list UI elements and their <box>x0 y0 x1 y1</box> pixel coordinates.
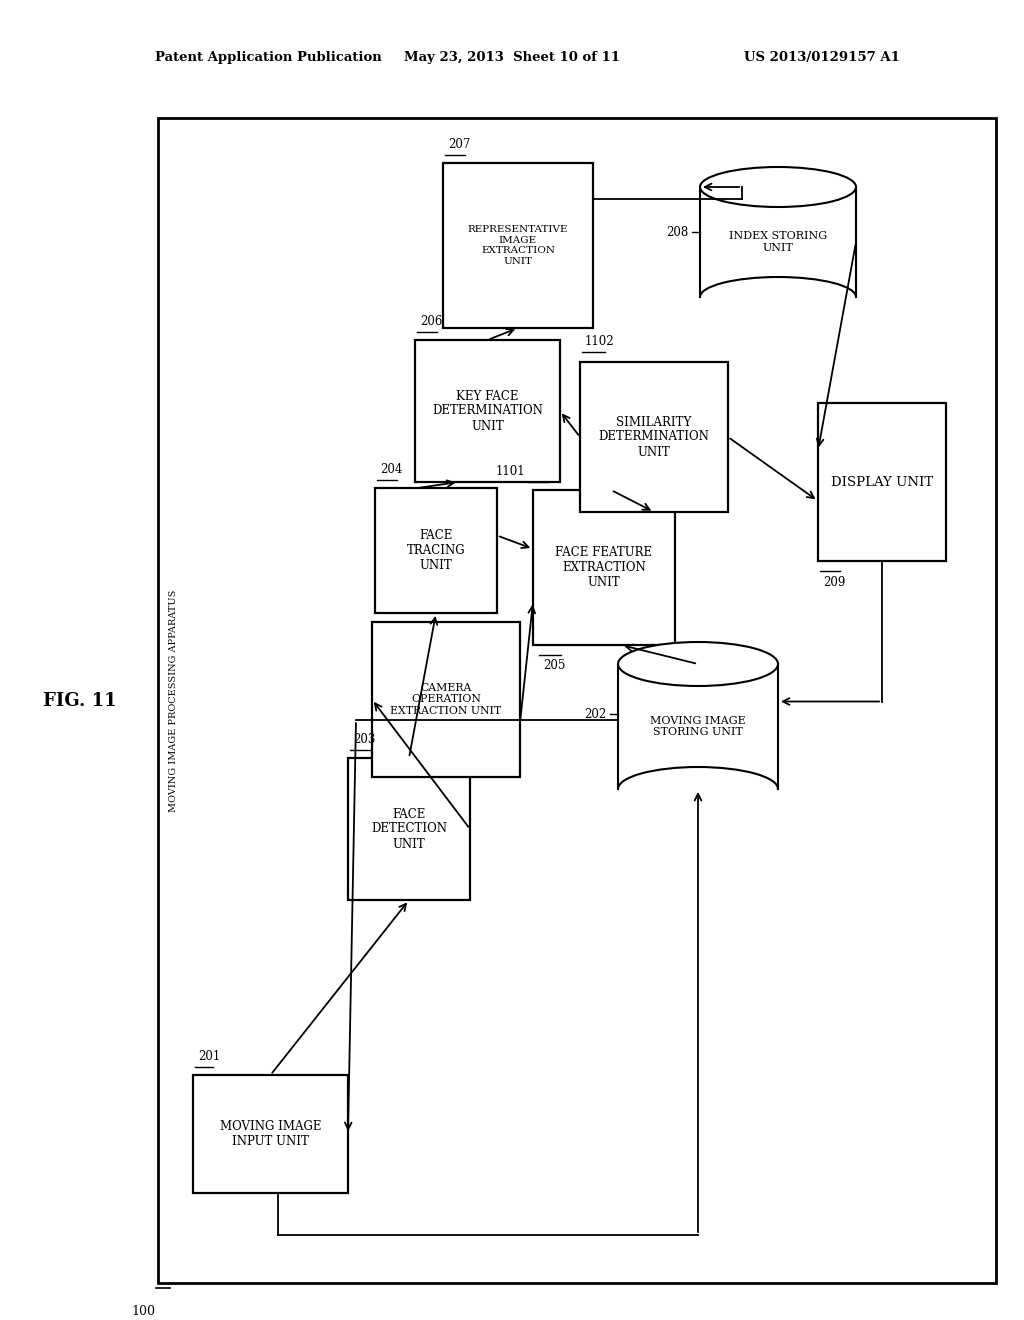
Text: 202: 202 <box>584 708 606 721</box>
Text: FACE FEATURE
EXTRACTION
UNIT: FACE FEATURE EXTRACTION UNIT <box>555 546 652 589</box>
Bar <box>580 362 728 512</box>
Text: 204: 204 <box>380 463 402 477</box>
Text: May 23, 2013  Sheet 10 of 11: May 23, 2013 Sheet 10 of 11 <box>404 50 620 63</box>
Text: FACE
TRACING
UNIT: FACE TRACING UNIT <box>407 529 465 572</box>
Text: 203: 203 <box>353 733 376 746</box>
Text: Patent Application Publication: Patent Application Publication <box>155 50 382 63</box>
Bar <box>443 162 593 327</box>
Text: DISPLAY UNIT: DISPLAY UNIT <box>830 475 933 488</box>
Bar <box>158 117 996 1283</box>
Text: 1101: 1101 <box>496 465 525 478</box>
Text: 206: 206 <box>420 315 442 327</box>
Text: 208: 208 <box>666 226 688 239</box>
Bar <box>700 187 856 297</box>
Text: FIG. 11: FIG. 11 <box>43 692 117 710</box>
Text: REPRESENTATIVE
IMAGE
EXTRACTION
UNIT: REPRESENTATIVE IMAGE EXTRACTION UNIT <box>468 226 568 265</box>
Bar <box>618 664 778 789</box>
Text: 100: 100 <box>131 1305 155 1317</box>
Text: 1102: 1102 <box>585 335 614 348</box>
Text: 205: 205 <box>543 659 565 672</box>
Text: FACE
DETECTION
UNIT: FACE DETECTION UNIT <box>371 808 447 850</box>
Text: INDEX STORING
UNIT: INDEX STORING UNIT <box>729 231 827 253</box>
Ellipse shape <box>700 168 856 207</box>
Bar <box>372 622 520 777</box>
Bar <box>534 490 675 645</box>
Text: 209: 209 <box>823 576 846 589</box>
Text: MOVING IMAGE
INPUT UNIT: MOVING IMAGE INPUT UNIT <box>220 1119 322 1148</box>
Bar <box>193 1074 348 1193</box>
Bar <box>348 758 470 900</box>
Text: CAMERA
OPERATION
EXTRACTION UNIT: CAMERA OPERATION EXTRACTION UNIT <box>390 682 502 715</box>
Text: KEY FACE
DETERMINATION
UNIT: KEY FACE DETERMINATION UNIT <box>432 389 543 433</box>
Text: MOVING IMAGE PROCESSING APPARATUS: MOVING IMAGE PROCESSING APPARATUS <box>170 589 178 812</box>
Text: 201: 201 <box>198 1049 220 1063</box>
Ellipse shape <box>618 642 778 686</box>
Text: 207: 207 <box>449 139 470 150</box>
Text: US 2013/0129157 A1: US 2013/0129157 A1 <box>744 50 900 63</box>
Bar <box>818 403 946 561</box>
Bar <box>375 488 497 612</box>
Text: MOVING IMAGE
STORING UNIT: MOVING IMAGE STORING UNIT <box>650 715 745 738</box>
Bar <box>415 341 560 482</box>
Text: SIMILARITY
DETERMINATION
UNIT: SIMILARITY DETERMINATION UNIT <box>599 416 710 458</box>
